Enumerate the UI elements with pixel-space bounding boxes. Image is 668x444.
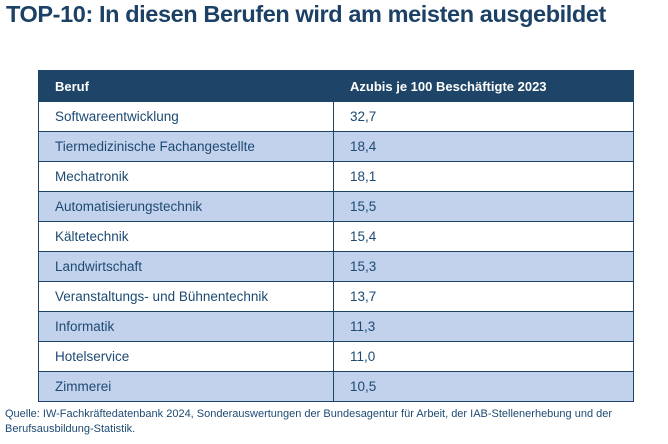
top10-table: Beruf Azubis je 100 Beschäftigte 2023 So… — [38, 70, 634, 402]
cell-beruf: Tiermedizinische Fachangestellte — [38, 131, 334, 162]
cell-value: 11,0 — [333, 341, 634, 372]
table-row: Kältetechnik 15,4 — [38, 221, 634, 252]
cell-value: 18,4 — [333, 131, 634, 162]
cell-beruf: Informatik — [38, 311, 334, 342]
cell-value: 13,7 — [333, 281, 634, 312]
cell-value: 15,4 — [333, 221, 634, 252]
table-row: Informatik 11,3 — [38, 311, 634, 342]
cell-beruf: Landwirtschaft — [38, 251, 334, 282]
cell-value: 15,3 — [333, 251, 634, 282]
table-header-row: Beruf Azubis je 100 Beschäftigte 2023 — [38, 70, 634, 102]
column-header-beruf: Beruf — [38, 70, 334, 102]
cell-beruf: Softwareentwicklung — [38, 101, 334, 132]
table-row: Tiermedizinische Fachangestellte 18,4 — [38, 131, 634, 162]
cell-beruf: Veranstaltungs- und Bühnentechnik — [38, 281, 334, 312]
table-row: Veranstaltungs- und Bühnentechnik 13,7 — [38, 281, 634, 312]
cell-value: 15,5 — [333, 191, 634, 222]
page-title: TOP-10: In diesen Berufen wird am meiste… — [6, 1, 606, 27]
table-row: Hotelservice 11,0 — [38, 341, 634, 372]
table-row: Mechatronik 18,1 — [38, 161, 634, 192]
source-note: Quelle: IW-Fachkräftedatenbank 2024, Son… — [5, 408, 613, 435]
table-row: Automatisierungstechnik 15,5 — [38, 191, 634, 222]
cell-beruf: Hotelservice — [38, 341, 334, 372]
cell-beruf: Mechatronik — [38, 161, 334, 192]
cell-value: 32,7 — [333, 101, 634, 132]
cell-value: 11,3 — [333, 311, 634, 342]
cell-value: 18,1 — [333, 161, 634, 192]
table-row: Zimmerei 10,5 — [38, 371, 634, 402]
cell-value: 10,5 — [333, 371, 634, 402]
cell-beruf: Zimmerei — [38, 371, 334, 402]
table-row: Landwirtschaft 15,3 — [38, 251, 634, 282]
data-table-container: Beruf Azubis je 100 Beschäftigte 2023 So… — [38, 70, 634, 402]
cell-beruf: Kältetechnik — [38, 221, 334, 252]
column-header-azubis: Azubis je 100 Beschäftigte 2023 — [333, 70, 634, 102]
cell-beruf: Automatisierungstechnik — [38, 191, 334, 222]
table-row: Softwareentwicklung 32,7 — [38, 101, 634, 132]
